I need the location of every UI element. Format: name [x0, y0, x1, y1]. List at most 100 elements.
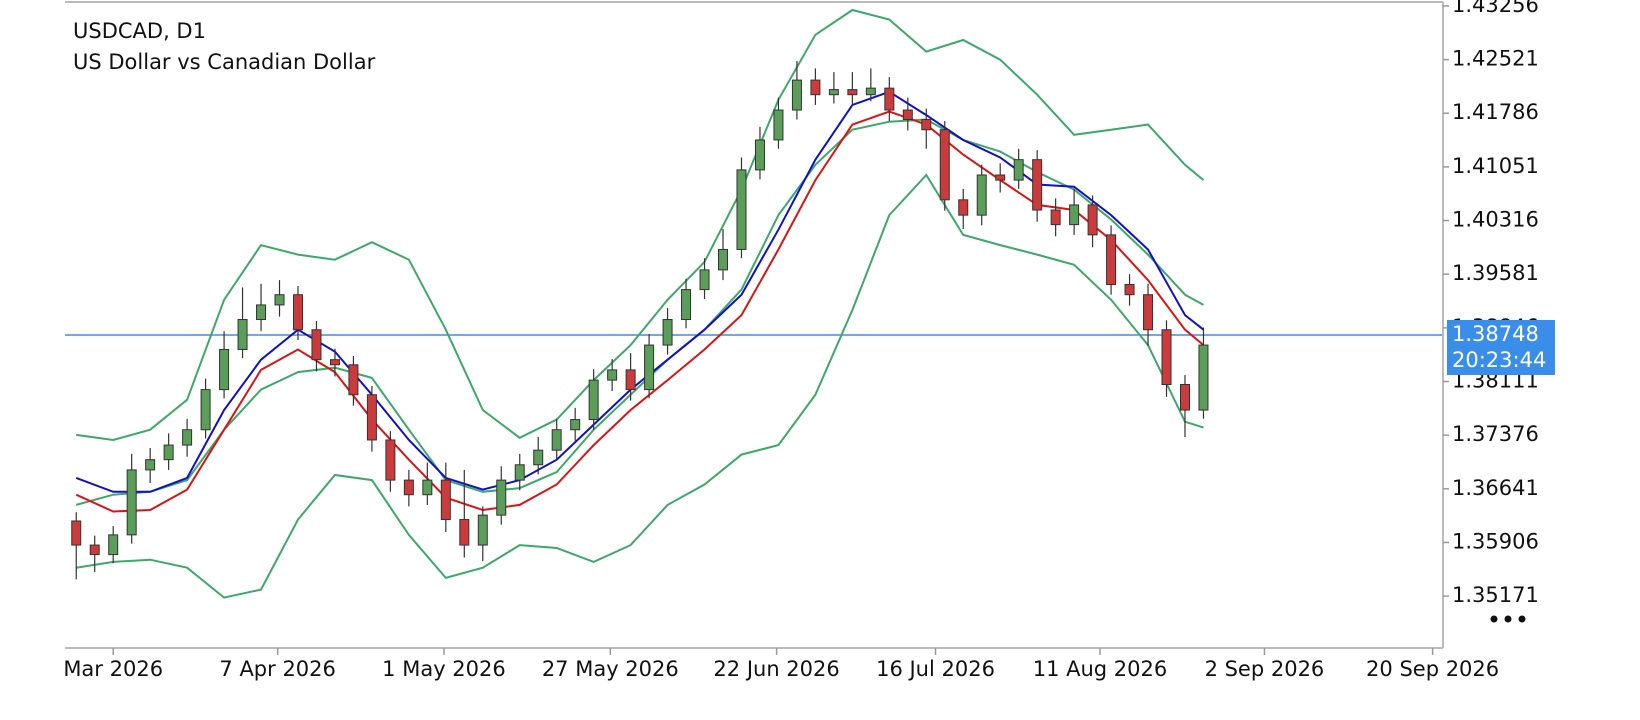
candle: [1050, 198, 1061, 237]
more-icon[interactable]: [1490, 615, 1526, 623]
candle-body: [459, 519, 470, 546]
candle: [718, 229, 729, 281]
candle-body: [1161, 329, 1172, 385]
candle: [1198, 327, 1209, 419]
candle-body: [810, 79, 821, 96]
candle-body: [385, 439, 396, 481]
candle: [1143, 283, 1154, 346]
candle-body: [551, 429, 562, 451]
candle-body: [126, 469, 137, 536]
candle-body: [477, 514, 488, 546]
candle: [163, 433, 174, 470]
candle-body: [921, 119, 932, 131]
candle-body: [718, 248, 729, 271]
candle-body: [1179, 383, 1190, 411]
candle: [847, 72, 858, 105]
y-tick-label: 1.39581: [1452, 261, 1539, 285]
candle: [1087, 195, 1098, 248]
candle: [773, 97, 784, 149]
candle: [1161, 320, 1172, 397]
candle: [1032, 150, 1043, 222]
y-tick-label: 1.41051: [1452, 154, 1539, 178]
candle: [699, 258, 710, 300]
candle-body: [237, 319, 248, 350]
dot: [1504, 615, 1512, 623]
candle: [385, 431, 396, 492]
candle: [884, 77, 895, 121]
candle: [108, 526, 119, 564]
candle-body: [662, 319, 673, 346]
candle: [274, 280, 285, 317]
candle-body: [847, 89, 858, 96]
candle: [588, 369, 599, 430]
candle-body: [1124, 283, 1135, 296]
candle-body: [274, 294, 285, 306]
candle-body: [440, 479, 451, 521]
indicator-line: [76, 173, 1204, 599]
x-tick-label: 1 May 2026: [382, 657, 506, 681]
x-tick-label: 7 Apr 2026: [219, 657, 335, 681]
y-tick-label: 1.35906: [1452, 529, 1539, 553]
dot: [1518, 615, 1526, 623]
candle-body: [108, 534, 119, 556]
candle-body: [1198, 344, 1209, 411]
chart-title: USDCAD, D1: [73, 19, 206, 43]
candle-body: [939, 129, 950, 201]
candle: [514, 453, 525, 491]
candle-body: [1050, 209, 1061, 226]
candle-body: [403, 479, 414, 496]
candle-body: [995, 174, 1006, 181]
candle: [754, 126, 765, 180]
candle-body: [976, 174, 987, 216]
candle: [256, 283, 267, 332]
candle: [533, 437, 544, 475]
candle: [828, 72, 839, 104]
candle-body: [736, 169, 747, 250]
x-tick-label: Mar 2026: [63, 657, 163, 681]
candle: [865, 68, 876, 102]
candle: [89, 535, 100, 573]
x-tick-label: 11 Aug 2026: [1033, 657, 1168, 681]
candle-body: [182, 429, 193, 446]
candle: [200, 378, 211, 439]
candle-body: [311, 329, 322, 361]
candle-body: [644, 344, 655, 391]
candle: [791, 61, 802, 120]
candle: [329, 348, 340, 377]
candle-body: [625, 369, 636, 391]
candle-body: [329, 359, 340, 366]
candle: [902, 97, 913, 131]
candle: [662, 307, 673, 355]
candle: [219, 331, 230, 399]
y-tick-label: 1.35171: [1452, 583, 1539, 607]
candle-body: [570, 419, 581, 431]
x-tick-label: 16 Jul 2026: [876, 657, 995, 681]
candle: [477, 506, 488, 562]
candle: [551, 418, 562, 461]
candle-body: [828, 89, 839, 96]
candle: [939, 120, 950, 211]
candle: [292, 285, 303, 340]
countdown-label: 20:23:44: [1452, 348, 1546, 372]
candle: [1013, 148, 1024, 189]
candle-body: [681, 289, 692, 321]
candle-body: [588, 379, 599, 421]
candle-body: [1106, 234, 1117, 285]
indicator-line: [76, 8, 1205, 442]
candle: [976, 164, 987, 226]
candle: [366, 385, 377, 452]
candle-body: [958, 199, 969, 216]
candle: [1069, 188, 1080, 235]
candle: [625, 353, 636, 401]
candle: [311, 320, 322, 372]
candle-body: [200, 389, 211, 431]
candle-body: [145, 459, 156, 471]
candle-body: [89, 544, 100, 556]
y-tick-label: 1.37376: [1452, 422, 1539, 446]
candle-body: [1032, 159, 1043, 211]
candle: [126, 453, 137, 544]
candle-body: [791, 79, 802, 111]
candle: [440, 462, 451, 532]
y-tick-label: 1.36641: [1452, 476, 1539, 500]
